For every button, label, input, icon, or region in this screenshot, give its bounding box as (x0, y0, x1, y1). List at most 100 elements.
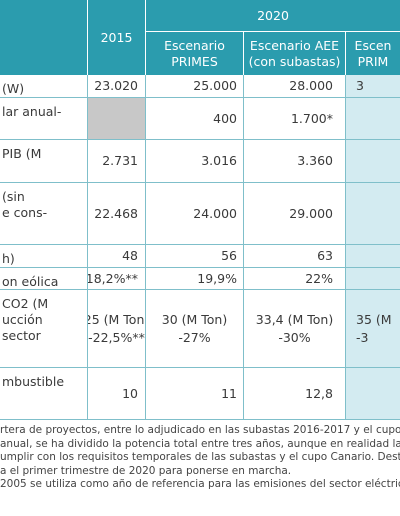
cell-text: 2.731 (102, 153, 138, 168)
footnote: 2005 se utiliza como año de referencia p… (0, 478, 400, 490)
footnotes: rtera de proyectos, entre lo adjudicado … (0, 424, 400, 492)
label-text: (W) (2, 81, 25, 96)
cell-text: 30 (M Ton) (161, 311, 228, 327)
value-cell: 28.000 (243, 75, 345, 98)
label-text: e cons- (2, 205, 48, 220)
row-label: PIB (M (0, 140, 87, 183)
column-header: Escenario AEE (con subastas) (244, 32, 345, 75)
value-cell (345, 368, 400, 420)
footnote: a el primer trimestre de 2020 para poner… (0, 464, 292, 477)
value-cell: 35 (M -3 (345, 290, 400, 368)
cell-text: 25 (M Ton) (88, 311, 145, 327)
cell-text: 35 (M (356, 311, 392, 327)
label-text: lar anual- (2, 104, 62, 119)
cell-text: 23.020 (94, 78, 138, 93)
cell-text: 1.700* (290, 110, 333, 126)
cell-text: 11 (221, 385, 237, 401)
cell-text: 3 (356, 78, 364, 93)
header-blank (0, 0, 87, 75)
value-cell: 3.360 (243, 140, 345, 183)
cell-text: 400 (213, 110, 237, 126)
row-label: lar anual- (0, 98, 87, 140)
value-cell (345, 268, 400, 290)
value-cell: 24.000 (145, 183, 243, 245)
value-cell (345, 98, 400, 140)
label-text: PIB (M (2, 146, 42, 161)
cell-text: 28.000 (289, 78, 333, 93)
year-label: 2020 (257, 7, 289, 23)
value-cell: 48 (87, 245, 145, 268)
footnote: rtera de proyectos, entre lo adjudicado … (0, 424, 400, 436)
header-text: Escenario (164, 37, 225, 53)
row-label: mbustible (0, 368, 87, 420)
value-cell: 22.468 (87, 183, 145, 245)
value-cell: 33,4 (M Ton) -30% (243, 290, 345, 368)
cell-text: 33,4 (M Ton) (255, 311, 334, 327)
cell-text: 18,2%** (87, 270, 138, 286)
value-cell: 11 (145, 368, 243, 420)
header-text: Escenario AEE (249, 37, 340, 53)
cell-text: 24.000 (193, 205, 237, 221)
cell-text: -27% (178, 329, 211, 345)
value-cell: 19,9% (145, 268, 243, 290)
value-cell (345, 183, 400, 245)
footnote: umplir con los requisitos temporales de … (0, 451, 400, 463)
label-text: (sin (2, 189, 25, 204)
cell-text: 56 (221, 248, 237, 263)
header-text: PRIMES (171, 53, 218, 69)
label-text: on eólica (2, 274, 59, 289)
value-cell (345, 140, 400, 183)
value-cell: 1.700* (243, 98, 345, 140)
value-cell: 25 (M Ton) -22,5%** (87, 290, 145, 368)
cell-text: 48 (122, 248, 138, 263)
cell-text: 63 (317, 248, 333, 263)
value-cell: 10 (87, 368, 145, 420)
row-label: (W) (0, 75, 87, 98)
cell-text: -3 (356, 329, 369, 345)
value-cell: 3 (345, 75, 400, 98)
header-text: Escen (354, 37, 392, 53)
label-text: h) (2, 251, 15, 266)
header-text: PRIM (357, 53, 389, 69)
cell-text: -22,5%** (88, 329, 145, 345)
cell-text: 29.000 (289, 205, 333, 221)
row-label: on eólica (0, 268, 87, 290)
value-cell: 3.016 (145, 140, 243, 183)
label-text: sector (2, 328, 41, 343)
cell-text: 3.360 (297, 153, 333, 168)
value-cell: 30 (M Ton) -27% (145, 290, 243, 368)
label-text: CO2 (M (2, 296, 49, 311)
value-cell: 23.020 (87, 75, 145, 98)
value-cell: 56 (145, 245, 243, 268)
cell-text: 19,9% (197, 270, 237, 286)
value-cell: 63 (243, 245, 345, 268)
cell-text: 22% (305, 270, 333, 286)
cell-text: 25.000 (193, 78, 237, 93)
cell-text: -30% (278, 329, 311, 345)
value-cell: 400 (145, 98, 243, 140)
value-cell (345, 245, 400, 268)
value-cell: 18,2%** (87, 268, 145, 290)
label-text: mbustible (2, 374, 65, 389)
label-text: ucción (2, 312, 43, 327)
column-header: Escenario PRIMES (146, 32, 243, 75)
cell-text: 10 (122, 385, 138, 401)
row-label: h) (0, 245, 87, 268)
value-cell: 25.000 (145, 75, 243, 98)
row-label: (sin e cons- (0, 183, 87, 245)
value-cell: 2.731 (87, 140, 145, 183)
column-header: 2015 (88, 0, 145, 75)
header-year: 2020 (146, 0, 400, 31)
cell-text: 3.016 (201, 153, 237, 168)
row-label: CO2 (M ucción sector (0, 290, 87, 368)
value-cell (87, 98, 145, 140)
cell-text: 12,8 (305, 385, 333, 401)
value-cell: 22% (243, 268, 345, 290)
header-text: (con subastas) (248, 53, 341, 69)
header-text: 2015 (100, 29, 133, 45)
column-header: Escen PRIM (346, 32, 400, 75)
value-cell: 12,8 (243, 368, 345, 420)
cell-text: 22.468 (94, 205, 138, 221)
value-cell: 29.000 (243, 183, 345, 245)
